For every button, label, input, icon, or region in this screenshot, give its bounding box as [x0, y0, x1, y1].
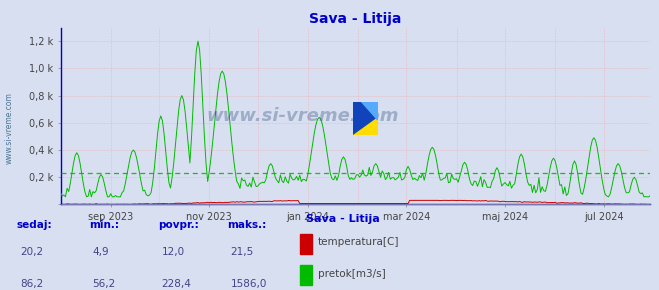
Text: 1586,0: 1586,0: [231, 279, 267, 289]
Text: www.si-vreme.com: www.si-vreme.com: [206, 107, 399, 125]
Text: 12,0: 12,0: [161, 247, 185, 257]
Text: sedaj:: sedaj:: [16, 220, 52, 230]
Text: 86,2: 86,2: [20, 279, 43, 289]
Text: temperatura[C]: temperatura[C]: [318, 237, 399, 247]
Text: 21,5: 21,5: [231, 247, 254, 257]
Text: povpr.:: povpr.:: [158, 220, 199, 230]
Polygon shape: [361, 102, 378, 120]
Text: 20,2: 20,2: [20, 247, 43, 257]
Title: Sava - Litija: Sava - Litija: [309, 12, 402, 26]
Text: 228,4: 228,4: [161, 279, 191, 289]
Text: www.si-vreme.com: www.si-vreme.com: [5, 92, 14, 164]
Bar: [300, 234, 312, 254]
Text: 56,2: 56,2: [92, 279, 115, 289]
Text: maks.:: maks.:: [227, 220, 267, 230]
Text: pretok[m3/s]: pretok[m3/s]: [318, 269, 386, 279]
Text: 4,9: 4,9: [92, 247, 109, 257]
Bar: [300, 265, 312, 285]
Polygon shape: [353, 117, 378, 135]
Text: min.:: min.:: [89, 220, 119, 230]
Text: Sava - Litija: Sava - Litija: [306, 214, 380, 224]
